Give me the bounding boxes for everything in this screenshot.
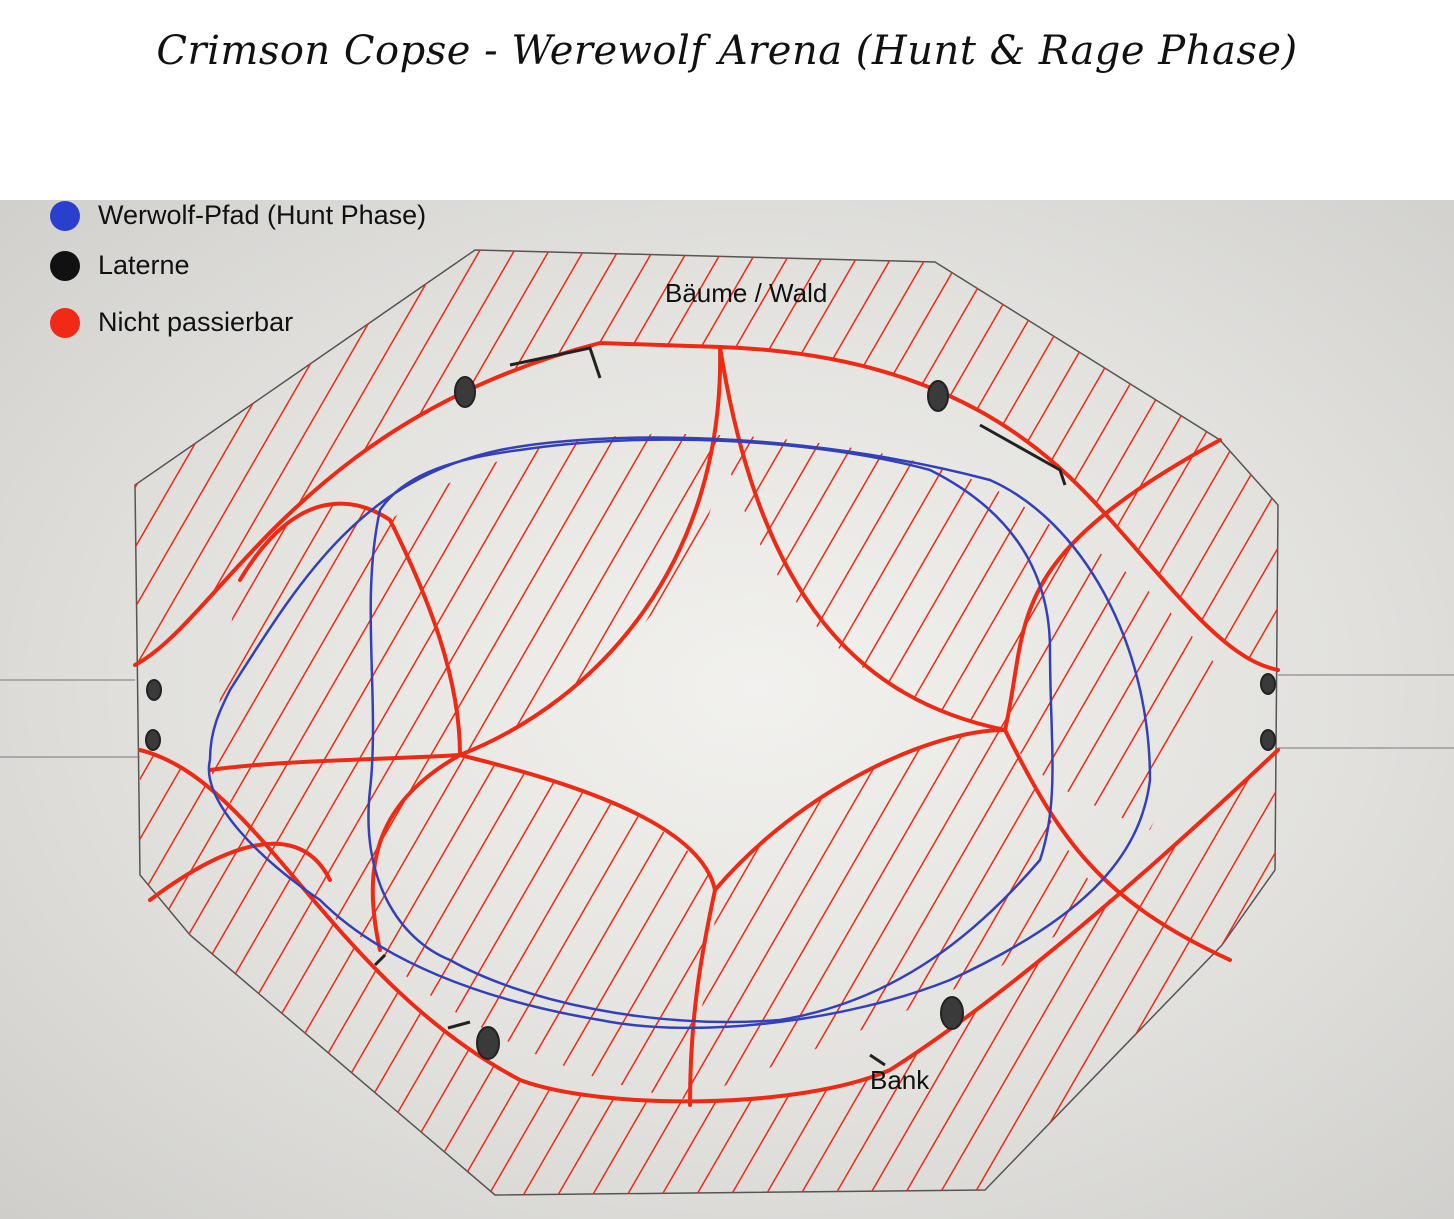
legend-item-path: Werwolf-Pfad (Hunt Phase)	[50, 200, 426, 231]
arena-map-drawing	[0, 249, 1454, 1196]
legend-label-path: Werwolf-Pfad (Hunt Phase)	[98, 200, 427, 230]
petal-edge-8	[208, 753, 461, 952]
arena-map: Bäume / Wald Bank	[0, 200, 1454, 1219]
werewolf-path-inner	[367, 438, 1054, 1024]
lantern-2	[927, 380, 949, 412]
petal-edge-3	[718, 345, 1007, 732]
bench-1	[509, 346, 602, 379]
petal-edge-7	[713, 728, 1007, 892]
lantern-5	[1260, 673, 1276, 695]
forest-edge-top	[133, 340, 1280, 672]
lantern-3	[146, 679, 162, 701]
trees-label: Bäume / Wald	[665, 278, 828, 308]
bench-2	[979, 423, 1067, 486]
bench-4	[869, 1053, 886, 1067]
petal-edge-9	[148, 841, 332, 902]
petal-edge-1	[238, 501, 462, 757]
legend-label-lantern: Laterne	[98, 250, 190, 280]
petal-edge-2	[458, 345, 723, 757]
bench-3	[447, 1020, 471, 1030]
lantern-6	[1260, 729, 1276, 751]
lantern-4	[145, 729, 161, 751]
petal-edge-6	[458, 753, 718, 1107]
red-dot-icon	[50, 307, 80, 338]
lantern-1	[454, 376, 476, 408]
lantern-7	[476, 1026, 500, 1060]
map-title: Crimson Copse - Werewolf Arena (Hunt & R…	[156, 28, 1298, 74]
werewolf-path	[207, 436, 1152, 1030]
petal-hatch-bottom-right	[690, 730, 1110, 1100]
petal-edge-4	[1003, 438, 1222, 732]
legend-label-impassable: Nicht passierbar	[98, 307, 294, 337]
legend-item-impassable: Nicht passierbar	[50, 307, 293, 338]
bench-label: Bank	[870, 1065, 930, 1095]
lantern-8	[940, 996, 964, 1030]
black-dot-icon	[50, 250, 80, 281]
petal-edge-5	[1003, 728, 1232, 962]
blue-dot-icon	[50, 200, 80, 231]
legend-item-lantern: Laterne	[50, 250, 190, 281]
bench-5	[373, 953, 387, 967]
